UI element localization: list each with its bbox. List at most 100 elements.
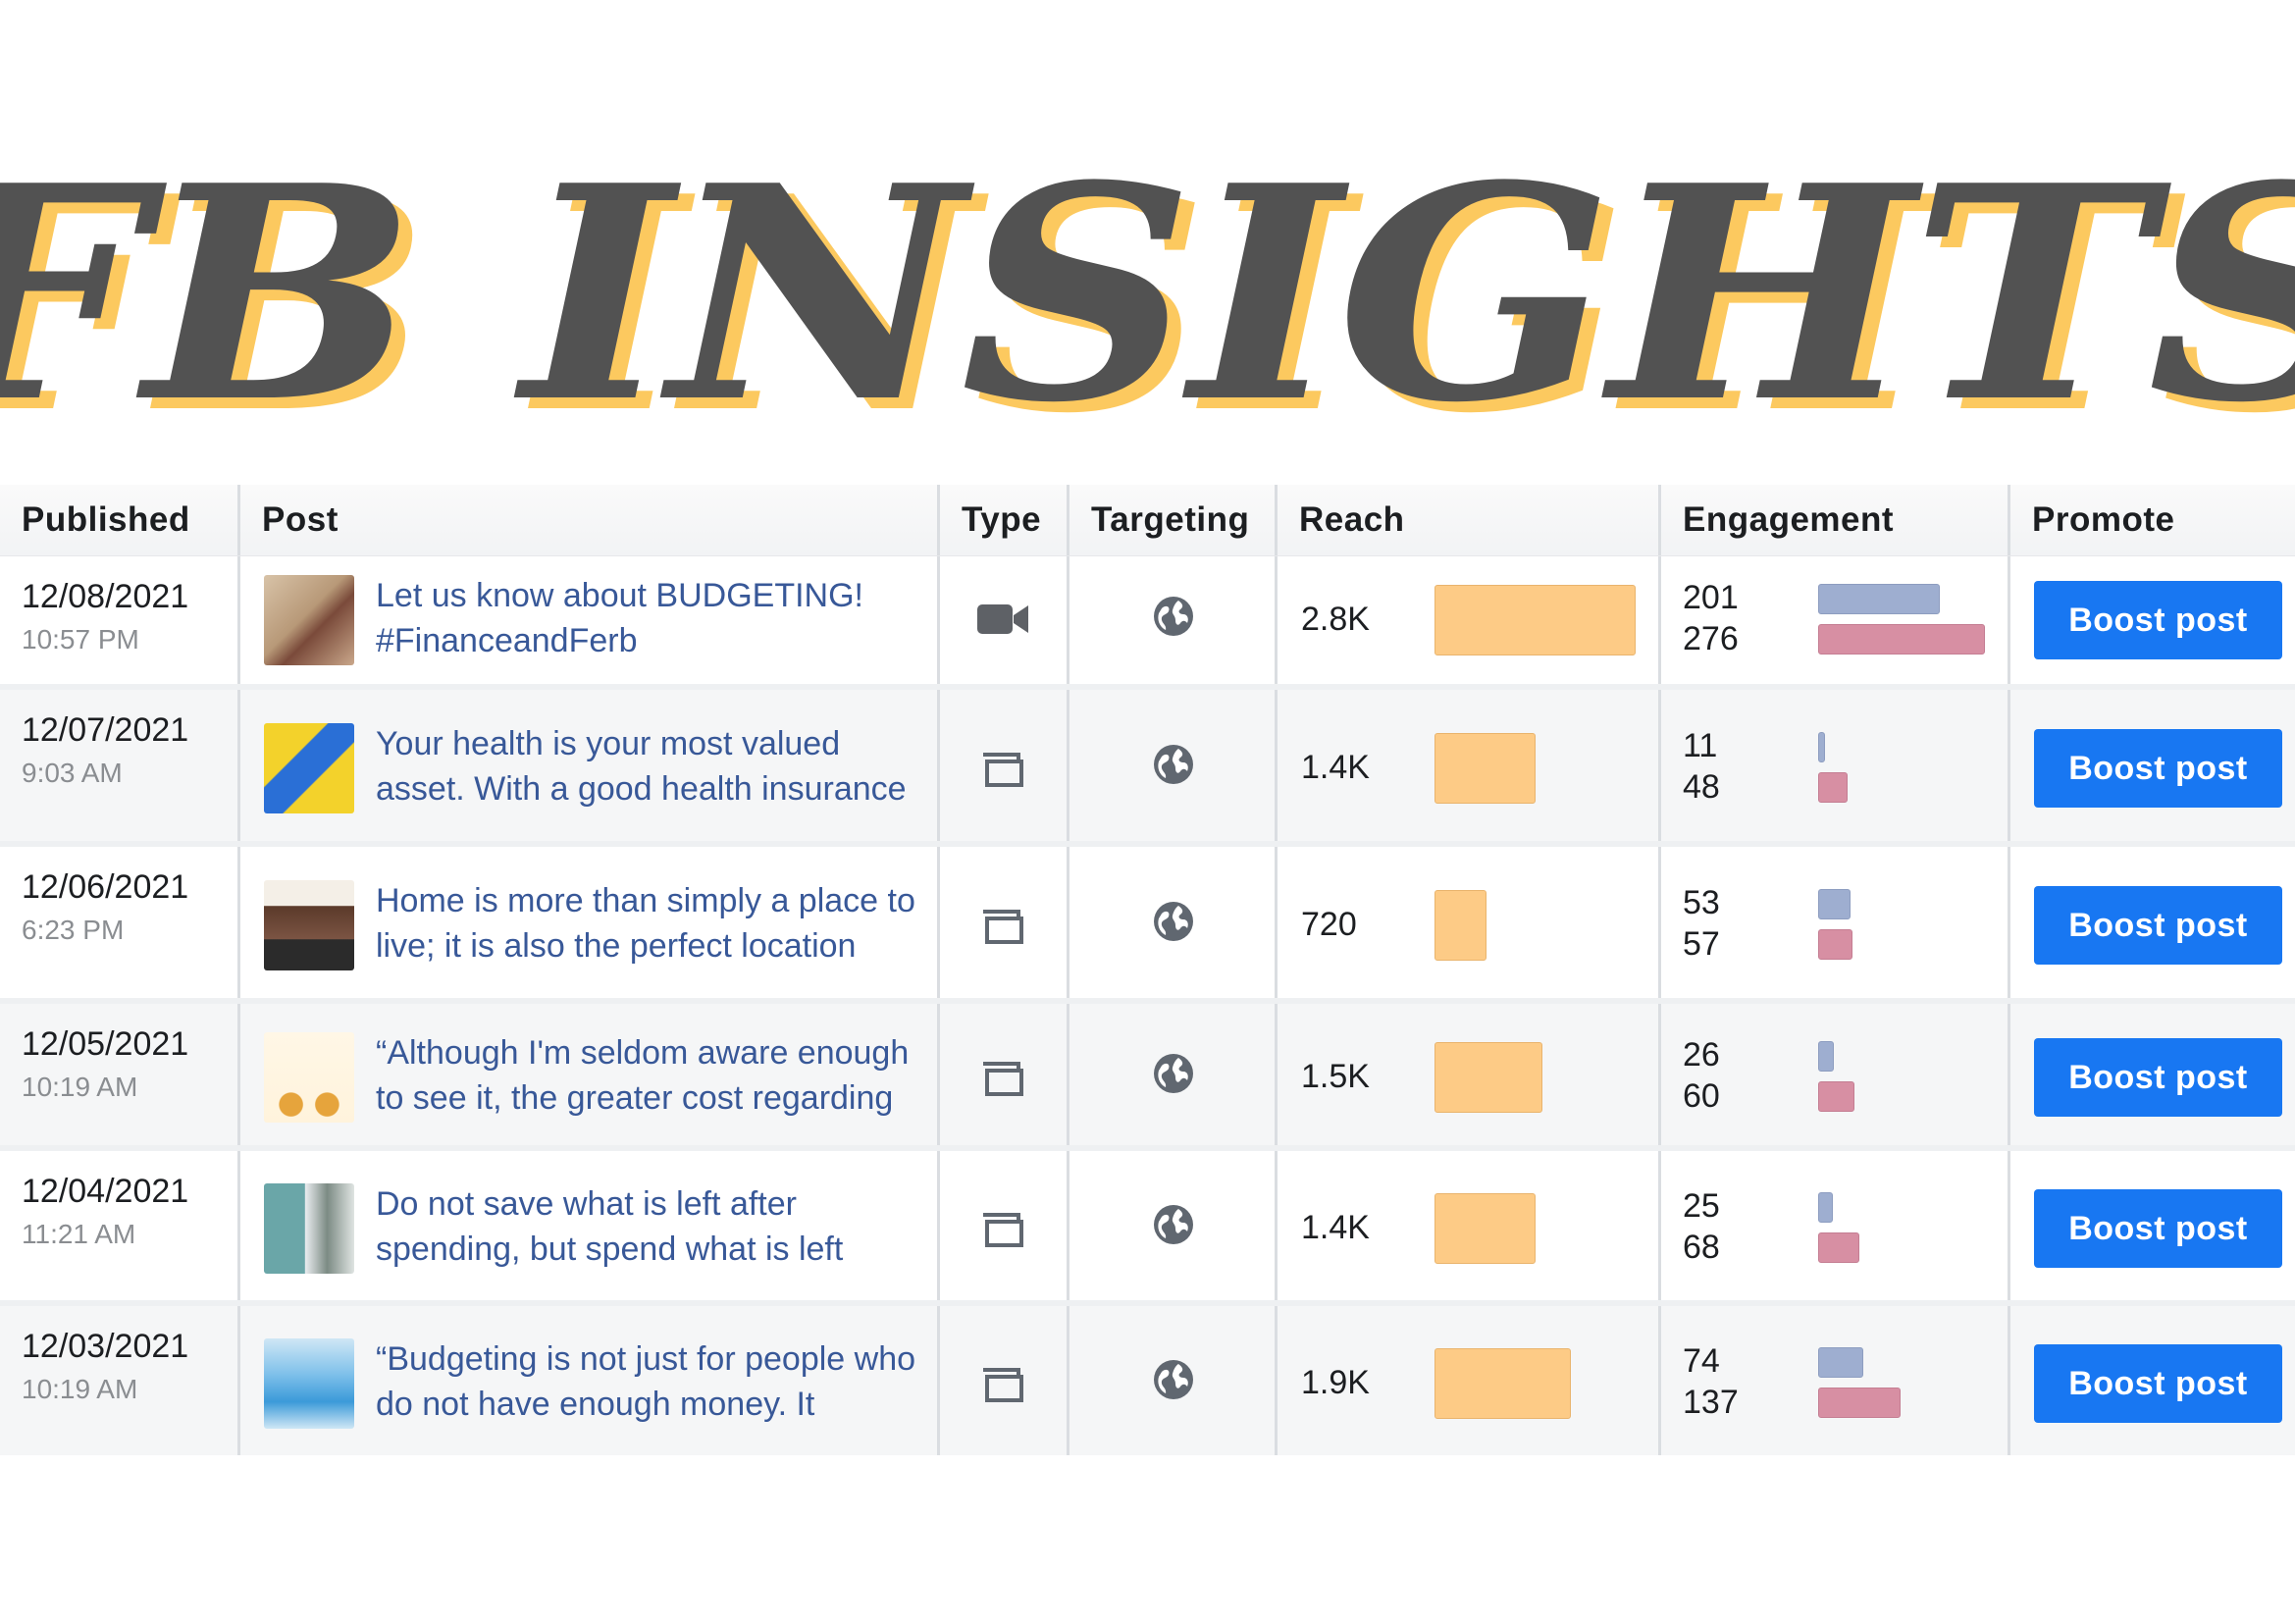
publish-date: 12/07/2021 [22,711,189,749]
engagement-bar-2 [1818,929,1852,960]
engagement-cell: 74 137 [1661,1306,2010,1455]
post-cell: Home is more than simply a place to live… [240,847,940,998]
globe-icon [1152,900,1195,948]
post-thumbnail[interactable] [264,1183,354,1274]
reach-value: 2.8K [1301,601,1370,638]
column-header-engagement[interactable]: Engagement [1661,485,2010,555]
boost-post-button[interactable]: Boost post [2034,1344,2282,1423]
engagement-value-1: 26 [1683,1036,1720,1074]
engagement-value-1: 11 [1683,727,1718,764]
video-camera-icon [977,602,1028,641]
post-thumbnail[interactable] [264,1032,354,1123]
post-cell: Do not save what is left after spending,… [240,1151,940,1300]
table-row: 12/06/2021 6:23 PM Home is more than sim… [0,841,2295,998]
reach-bar [1434,1042,1542,1113]
engagement-value-2: 60 [1683,1077,1720,1115]
post-link[interactable]: Let us know about BUDGETING! #Financeand… [376,577,863,659]
engagement-value-2: 57 [1683,925,1720,963]
post-thumbnail[interactable] [264,723,354,813]
engagement-cell: 25 68 [1661,1151,2010,1300]
post-thumbnail[interactable] [264,880,354,970]
boost-post-button[interactable]: Boost post [2034,581,2282,659]
reach-bar [1434,1193,1536,1264]
engagement-value-2: 48 [1683,768,1720,806]
post-link[interactable]: Your health is your most valued asset. W… [376,725,907,808]
engagement-value-2: 68 [1683,1229,1720,1266]
type-cell [940,1306,1069,1455]
engagement-value-1: 25 [1683,1187,1720,1225]
type-cell [940,1151,1069,1300]
boost-post-button[interactable]: Boost post [2034,1189,2282,1268]
insights-table: Published Post Type Targeting Reach Enga… [0,485,2295,1455]
publish-time: 9:03 AM [22,758,123,788]
publish-date: 12/04/2021 [22,1173,189,1210]
engagement-bar-2 [1818,1081,1854,1112]
column-header-published[interactable]: Published [0,485,240,555]
publish-time: 11:21 AM [22,1219,136,1249]
engagement-value-1: 53 [1683,884,1720,921]
reach-value: 1.9K [1301,1364,1370,1401]
post-cell: “Budgeting is not just for people who do… [240,1306,940,1455]
publish-time: 10:19 AM [22,1072,138,1102]
reach-value: 1.5K [1301,1058,1370,1095]
boost-post-button[interactable]: Boost post [2034,729,2282,808]
column-header-promote: Promote [2032,500,2175,539]
engagement-bar-1 [1818,889,1851,919]
reach-cell: 1.5K [1278,1004,1661,1145]
engagement-value-1: 74 [1683,1342,1720,1380]
published-cell: 12/08/2021 10:57 PM [0,556,240,684]
column-header-reach[interactable]: Reach [1278,485,1661,555]
engagement-value-1: 201 [1683,579,1739,616]
globe-icon [1152,1203,1195,1251]
post-cell: “Although I'm seldom aware enough to see… [240,1004,940,1145]
globe-icon [1152,743,1195,791]
published-cell: 12/03/2021 10:19 AM [0,1306,240,1455]
post-link[interactable]: “Budgeting is not just for people who do… [376,1340,916,1423]
engagement-bar-1 [1818,1192,1833,1223]
promote-cell: Boost post [2010,556,2295,684]
targeting-cell [1069,1004,1278,1145]
photo-album-icon [979,1366,1024,1408]
photo-album-icon [979,1211,1024,1253]
engagement-bar-1 [1818,732,1825,762]
engagement-cell: 53 57 [1661,847,2010,998]
type-cell [940,690,1069,841]
engagement-value-2: 276 [1683,620,1739,657]
post-cell: Let us know about BUDGETING! #Financeand… [240,556,940,684]
reach-value: 720 [1301,906,1357,943]
column-header-post: Post [240,485,940,555]
photo-album-icon [979,751,1024,793]
globe-icon [1152,595,1195,643]
reach-bar [1434,1348,1571,1419]
engagement-cell: 201 276 [1661,556,2010,684]
post-link[interactable]: “Although I'm seldom aware enough to see… [376,1034,910,1117]
boost-post-button[interactable]: Boost post [2034,1038,2282,1117]
boost-post-button[interactable]: Boost post [2034,886,2282,965]
reach-cell: 1.4K [1278,690,1661,841]
table-body: 12/08/2021 10:57 PM Let us know about BU… [0,556,2295,1455]
published-cell: 12/06/2021 6:23 PM [0,847,240,998]
engagement-bar-2 [1818,1232,1859,1263]
post-link[interactable]: Home is more than simply a place to live… [376,882,915,965]
post-thumbnail[interactable] [264,575,354,665]
column-header-type: Type [940,485,1069,555]
post-cell: Your health is your most valued asset. W… [240,690,940,841]
engagement-bar-2 [1818,772,1848,803]
reach-cell: 2.8K [1278,556,1661,684]
targeting-cell [1069,690,1278,841]
publish-date: 12/05/2021 [22,1025,189,1063]
targeting-cell [1069,847,1278,998]
publish-time: 6:23 PM [22,915,125,945]
engagement-bar-1 [1818,1347,1863,1378]
globe-icon [1152,1052,1195,1100]
post-thumbnail[interactable] [264,1338,354,1429]
reach-bar [1434,585,1636,655]
reach-cell: 1.9K [1278,1306,1661,1455]
publish-date: 12/08/2021 [22,578,189,615]
page-title: FB INSIGHTS [0,121,2295,467]
globe-icon [1152,1358,1195,1406]
post-link[interactable]: Do not save what is left after spending,… [376,1185,844,1268]
reach-cell: 1.4K [1278,1151,1661,1300]
reach-bar [1434,890,1487,961]
reach-bar [1434,733,1536,804]
